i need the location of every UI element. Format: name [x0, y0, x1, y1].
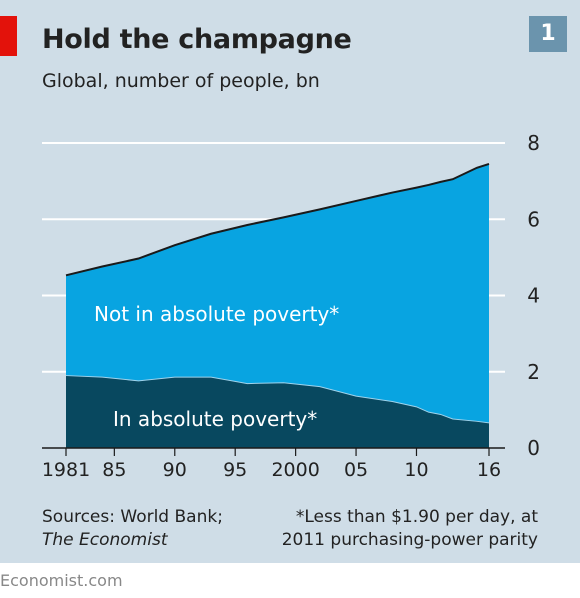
y-tick-label-0: 0: [527, 436, 540, 460]
y-tick-label-8: 8: [527, 131, 540, 155]
area-in-poverty: [66, 375, 489, 448]
x-tick-label-16: 16: [477, 459, 501, 481]
area-chart: 0 2 4 6 8 1981 85 90 95 2000 05 10 16 Not in absolute…: [42, 131, 540, 481]
brand-red-tag: [0, 16, 17, 56]
poverty-boundary-line: [65, 375, 490, 424]
x-tick-label-1981: 1981: [42, 459, 90, 481]
footnote-line-2: 2011 purchasing-power parity: [281, 530, 538, 550]
x-tick-label-2000: 2000: [271, 459, 319, 481]
source-line-2: The Economist: [42, 530, 168, 550]
footnote-line-1: *Less than $1.90 per day, at: [295, 507, 538, 527]
x-tick-label-05: 05: [344, 459, 368, 481]
source-note: Sources: World Bank; The Economist: [42, 506, 223, 552]
chart-title: Hold the champagne: [42, 24, 352, 55]
y-tick-label-6: 6: [527, 207, 540, 231]
area-not-in-poverty: [66, 163, 489, 423]
x-tick-label-90: 90: [163, 459, 187, 481]
x-tick-label-10: 10: [404, 459, 428, 481]
x-tick-label-95: 95: [223, 459, 247, 481]
x-tick-label-85: 85: [102, 459, 126, 481]
brand-footer: Economist.com: [0, 571, 123, 590]
footnote: *Less than $1.90 per day, at 2011 purcha…: [282, 506, 538, 552]
chart-number-badge: 1: [529, 16, 567, 52]
source-line-1: Sources: World Bank;: [42, 507, 223, 527]
label-in-poverty: In absolute poverty*: [113, 407, 317, 431]
total-population-line: [65, 163, 490, 277]
y-tick-label-4: 4: [527, 284, 540, 308]
chart-subtitle: Global, number of people, bn: [42, 70, 320, 92]
label-not-in-poverty: Not in absolute poverty*: [94, 302, 339, 326]
y-tick-label-2: 2: [527, 360, 540, 384]
